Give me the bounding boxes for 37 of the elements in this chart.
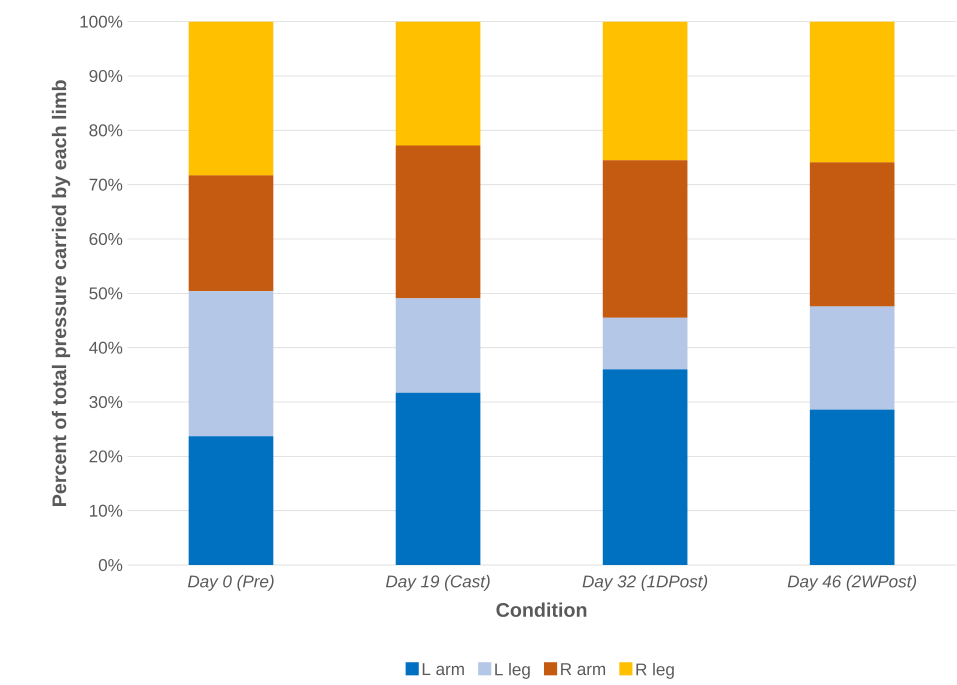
bar xyxy=(602,22,688,160)
x-tick-label: Day 32 (1DPost) xyxy=(582,574,708,591)
bar xyxy=(188,175,274,292)
bar xyxy=(810,410,894,565)
bar xyxy=(188,291,274,436)
bar xyxy=(396,392,480,565)
bar xyxy=(396,22,480,146)
bar xyxy=(602,160,688,318)
y-tick-label: 10% xyxy=(90,504,122,517)
x-tick-label: Day 0 (Pre) xyxy=(188,574,274,591)
bar xyxy=(810,162,894,306)
y-tick-label: 0% xyxy=(98,558,122,572)
y-tick-label: 60% xyxy=(90,232,122,245)
bar xyxy=(396,298,480,393)
legend-label: R arm xyxy=(561,663,606,676)
y-tick-label: 80% xyxy=(89,124,122,136)
bar xyxy=(188,22,274,176)
y-tick-label: 20% xyxy=(90,450,122,462)
y-tick-label: 30% xyxy=(89,396,122,408)
x-tick-label: Day 19 (Cast) xyxy=(386,574,490,591)
legend-label: L arm xyxy=(422,663,464,676)
x-tick-label: Day 46 (2WPost) xyxy=(788,574,916,591)
bar xyxy=(602,369,688,565)
y-tick-label: 70% xyxy=(90,178,122,191)
y-axis-title: Percent of total pressure carried by each limb xyxy=(52,80,70,506)
bar xyxy=(396,145,480,298)
y-tick-label: 100% xyxy=(80,16,122,28)
bar xyxy=(810,306,894,410)
y-tick-label: 50% xyxy=(89,287,122,300)
legend-label: R leg xyxy=(636,662,674,679)
legend-label: L leg xyxy=(495,662,530,679)
y-tick-label: 40% xyxy=(89,342,122,354)
bar xyxy=(810,22,894,162)
bar xyxy=(188,436,274,565)
y-tick-label: 90% xyxy=(89,70,122,82)
bar xyxy=(602,318,688,370)
x-axis-title: Condition xyxy=(496,602,586,617)
